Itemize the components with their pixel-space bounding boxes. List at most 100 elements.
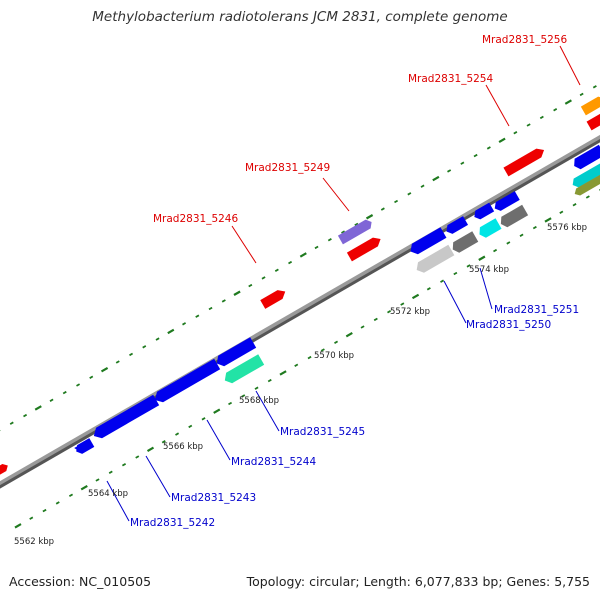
gene-label-5243[interactable]: Mrad2831_5243 (171, 492, 256, 504)
inner-tick (14, 523, 22, 529)
inner-tick-ring (14, 188, 600, 529)
outer-tick (49, 398, 54, 402)
cds-5249-a[interactable] (337, 218, 374, 245)
scale-label-5562: 5562 kbp (14, 537, 54, 547)
inner-tick (373, 317, 378, 322)
outer-tick (115, 360, 120, 364)
outer-tick (288, 260, 293, 265)
outer-tick (564, 99, 572, 105)
outer-tick (513, 131, 518, 135)
cds-5251-b[interactable] (476, 218, 502, 239)
inner-tick (519, 233, 524, 237)
callout-5242 (106, 480, 130, 522)
cds-5245-b[interactable] (222, 354, 265, 385)
cds-blue-right[interactable] (571, 144, 600, 171)
outer-tick (460, 161, 465, 165)
inner-tick (360, 325, 365, 329)
inner-tick (426, 287, 431, 291)
callout-5249 (322, 177, 350, 212)
gene-label-5242[interactable]: Mrad2831_5242 (130, 517, 215, 529)
inner-tick (201, 417, 206, 421)
cds-5250-a[interactable] (408, 227, 447, 256)
inner-tick (279, 370, 287, 376)
callout-5251 (479, 267, 493, 310)
outer-tick (23, 413, 28, 418)
outer-tick (100, 366, 109, 373)
outer-tick (539, 115, 544, 120)
cds-5251-a[interactable] (444, 216, 469, 236)
inner-tick (334, 340, 339, 344)
outer-tick (195, 314, 200, 318)
callout-5250 (443, 280, 467, 324)
outer-tick (341, 230, 346, 234)
cds-5246[interactable] (260, 287, 288, 309)
outer-tick (299, 252, 307, 258)
cds-5244[interactable] (152, 358, 221, 405)
cds-gray-1[interactable] (450, 231, 479, 254)
inner-tick (345, 331, 353, 338)
scale-label-5576: 5576 kbp (547, 223, 587, 233)
gene-label-5245[interactable]: Mrad2831_5245 (280, 426, 365, 438)
callout-lines (106, 45, 581, 522)
gene-label-5244[interactable]: Mrad2831_5244 (231, 456, 316, 468)
cds-cyan-right[interactable] (570, 160, 600, 190)
outer-tick (62, 390, 67, 395)
cds-red-left[interactable] (0, 462, 10, 478)
cds-5250-b[interactable] (414, 244, 455, 275)
inner-tick (493, 248, 498, 253)
outer-tick (314, 245, 319, 250)
outer-tick (76, 383, 81, 387)
outer-tick (182, 322, 187, 326)
inner-tick (121, 463, 127, 467)
gene-label-5249[interactable]: Mrad2831_5249 (245, 162, 330, 174)
cds-5251-c[interactable] (492, 191, 520, 213)
inner-tick (135, 455, 140, 459)
map-title: Methylobacterium radiotolerans JCM 2831,… (92, 9, 508, 25)
cds-blue-x[interactable] (472, 202, 495, 222)
genome-summary-text: Topology: circular; Length: 6,077,833 bp… (246, 574, 590, 589)
outer-tick (498, 137, 506, 144)
inner-tick (320, 348, 325, 352)
gene-label-5256[interactable]: Mrad2831_5256 (482, 34, 567, 46)
outer-tick (407, 192, 412, 196)
genome-backbone (0, 134, 600, 486)
cds-5254[interactable] (503, 146, 546, 177)
outer-tick-ring (0, 85, 597, 432)
cds-5245-a[interactable] (214, 337, 257, 368)
outer-tick (248, 283, 253, 288)
cds-5256-a[interactable] (580, 94, 600, 116)
cds-5243[interactable] (91, 394, 160, 441)
gene-label-5254[interactable]: Mrad2831_5254 (408, 73, 493, 85)
inner-tick (387, 310, 392, 314)
inner-tick (213, 408, 221, 414)
inner-tick (80, 484, 88, 491)
inner-tick (254, 386, 259, 390)
outer-tick (34, 405, 42, 411)
inner-tick (294, 363, 299, 367)
outer-tick (553, 108, 558, 112)
outer-tick (327, 238, 332, 242)
gene-label-5250[interactable]: Mrad2831_5250 (466, 319, 551, 331)
outer-tick (486, 146, 491, 150)
scale-label-5566: 5566 kbp (163, 442, 203, 452)
inner-tick (440, 279, 445, 283)
inner-tick (400, 302, 405, 306)
scale-label-5572: 5572 kbp (390, 307, 430, 317)
gene-label-5251[interactable]: Mrad2831_5251 (494, 304, 579, 316)
outer-tick (261, 276, 266, 280)
cds-5249-b[interactable] (346, 235, 383, 262)
cds-gray-2[interactable] (498, 204, 529, 229)
scale-label-5570: 5570 kbp (314, 351, 354, 361)
inner-tick (585, 195, 590, 199)
inner-tick (478, 255, 486, 261)
cds-olive-right[interactable] (573, 170, 600, 198)
inner-tick (572, 203, 577, 207)
inner-tick (241, 394, 246, 398)
gene-label-5246[interactable]: Mrad2831_5246 (153, 213, 238, 225)
inner-tick (559, 210, 564, 214)
cds-5256-b[interactable] (586, 111, 600, 131)
outer-tick (9, 421, 14, 425)
inner-tick (228, 401, 233, 406)
outer-tick (420, 184, 425, 188)
